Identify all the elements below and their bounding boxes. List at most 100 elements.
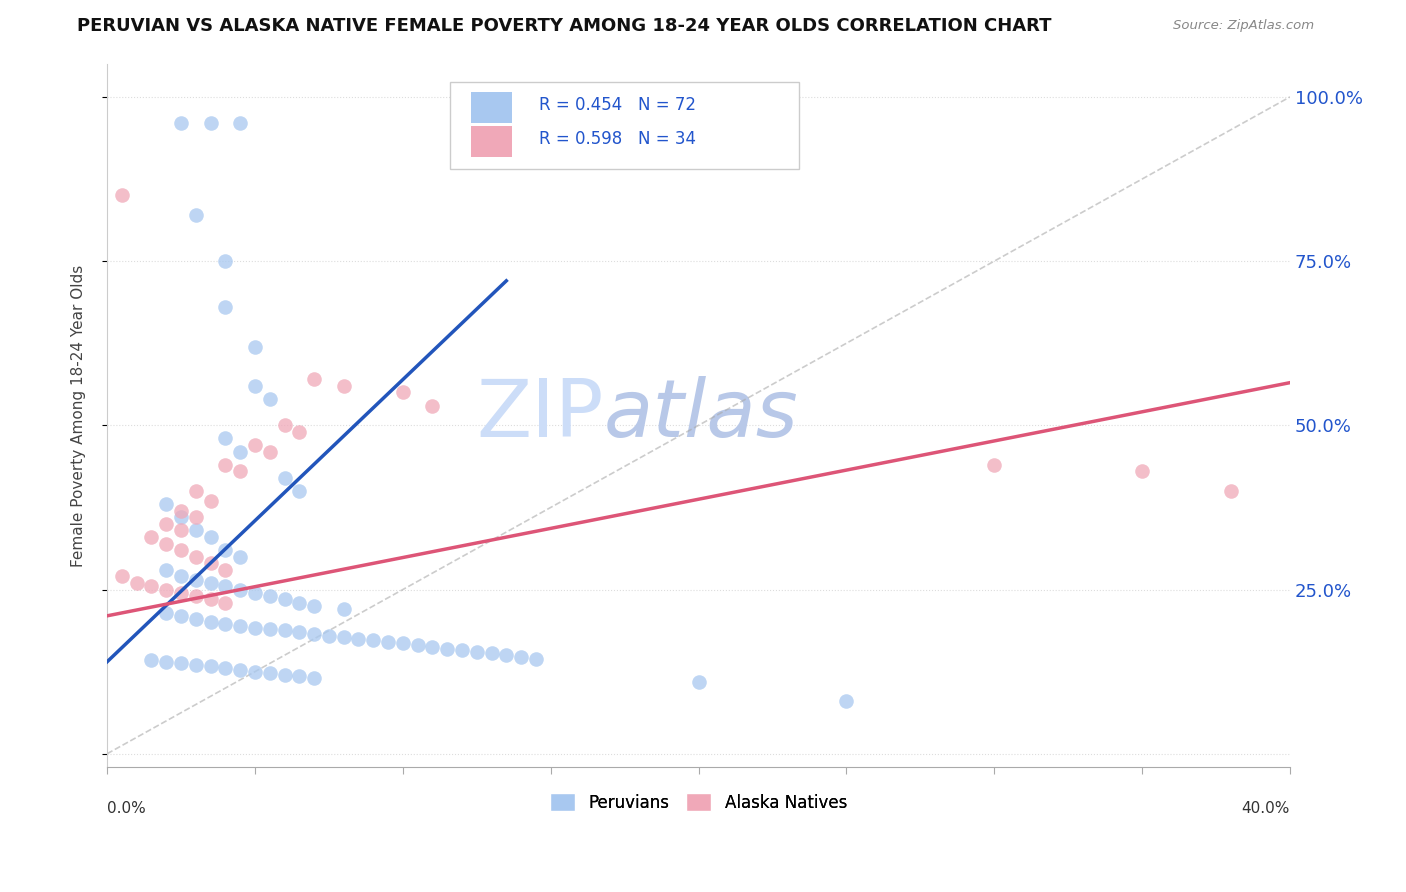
Text: ZIP: ZIP [477, 376, 605, 455]
Point [214, 432, 236, 446]
Point [170, 608, 193, 623]
Point [155, 497, 177, 511]
FancyBboxPatch shape [471, 92, 512, 123]
FancyBboxPatch shape [471, 126, 512, 157]
Point [200, 576, 222, 591]
Point [155, 582, 177, 597]
Point [214, 596, 236, 610]
Point [200, 592, 222, 607]
Point [288, 483, 311, 498]
Point [155, 563, 177, 577]
Point [125, 576, 148, 591]
Point [229, 116, 252, 130]
Point [347, 632, 370, 646]
Point [1219, 483, 1241, 498]
Point [141, 653, 163, 667]
Point [332, 630, 354, 644]
Legend: Peruvians, Alaska Natives: Peruvians, Alaska Natives [544, 787, 853, 818]
Y-axis label: Female Poverty Among 18-24 Year Olds: Female Poverty Among 18-24 Year Olds [72, 264, 86, 566]
Point [229, 444, 252, 458]
Point [273, 471, 295, 485]
Point [243, 339, 266, 353]
Point [229, 464, 252, 478]
Text: R = 0.454   N = 72: R = 0.454 N = 72 [538, 95, 696, 114]
Point [111, 188, 134, 202]
Point [243, 665, 266, 679]
Point [141, 530, 163, 544]
Text: Source: ZipAtlas.com: Source: ZipAtlas.com [1174, 19, 1315, 31]
Point [524, 651, 547, 665]
Point [422, 640, 444, 654]
Point [377, 635, 399, 649]
Point [391, 385, 413, 400]
Point [155, 536, 177, 550]
Point [170, 656, 193, 670]
Point [422, 399, 444, 413]
Point [495, 648, 517, 663]
Point [259, 665, 281, 680]
Point [184, 524, 207, 538]
Point [184, 483, 207, 498]
Point [170, 504, 193, 518]
Point [273, 418, 295, 433]
Point [200, 494, 222, 508]
Point [214, 300, 236, 314]
Point [259, 444, 281, 458]
Text: atlas: atlas [605, 376, 799, 455]
Point [184, 573, 207, 587]
Point [288, 669, 311, 683]
Point [214, 563, 236, 577]
Point [214, 458, 236, 472]
Point [155, 606, 177, 620]
Point [200, 659, 222, 673]
Point [214, 579, 236, 593]
Point [835, 694, 858, 708]
Point [200, 615, 222, 630]
Point [481, 646, 503, 660]
Point [983, 458, 1005, 472]
Point [229, 618, 252, 632]
Text: 0.0%: 0.0% [107, 801, 146, 815]
Point [170, 116, 193, 130]
Point [302, 599, 325, 613]
Point [184, 208, 207, 222]
Point [229, 549, 252, 564]
Point [155, 516, 177, 531]
Point [332, 379, 354, 393]
Point [184, 589, 207, 603]
Point [465, 645, 488, 659]
Point [155, 655, 177, 669]
Point [200, 556, 222, 570]
Point [273, 624, 295, 638]
Point [214, 543, 236, 558]
Point [214, 254, 236, 268]
Point [451, 643, 474, 657]
Point [273, 592, 295, 607]
Point [229, 663, 252, 677]
Point [288, 425, 311, 439]
Point [302, 671, 325, 685]
Point [170, 586, 193, 600]
Text: PERUVIAN VS ALASKA NATIVE FEMALE POVERTY AMONG 18-24 YEAR OLDS CORRELATION CHART: PERUVIAN VS ALASKA NATIVE FEMALE POVERTY… [77, 17, 1052, 35]
Point [302, 626, 325, 640]
Point [214, 616, 236, 631]
Point [184, 510, 207, 524]
Point [184, 612, 207, 626]
Point [184, 549, 207, 564]
Point [141, 579, 163, 593]
Point [273, 668, 295, 682]
Point [510, 649, 533, 664]
Point [111, 569, 134, 583]
Point [1130, 464, 1153, 478]
Point [200, 116, 222, 130]
Point [170, 569, 193, 583]
Point [243, 621, 266, 635]
Point [361, 633, 384, 648]
Point [200, 530, 222, 544]
Point [332, 602, 354, 616]
Point [243, 379, 266, 393]
Point [288, 625, 311, 640]
Point [170, 524, 193, 538]
Point [288, 596, 311, 610]
Point [229, 582, 252, 597]
